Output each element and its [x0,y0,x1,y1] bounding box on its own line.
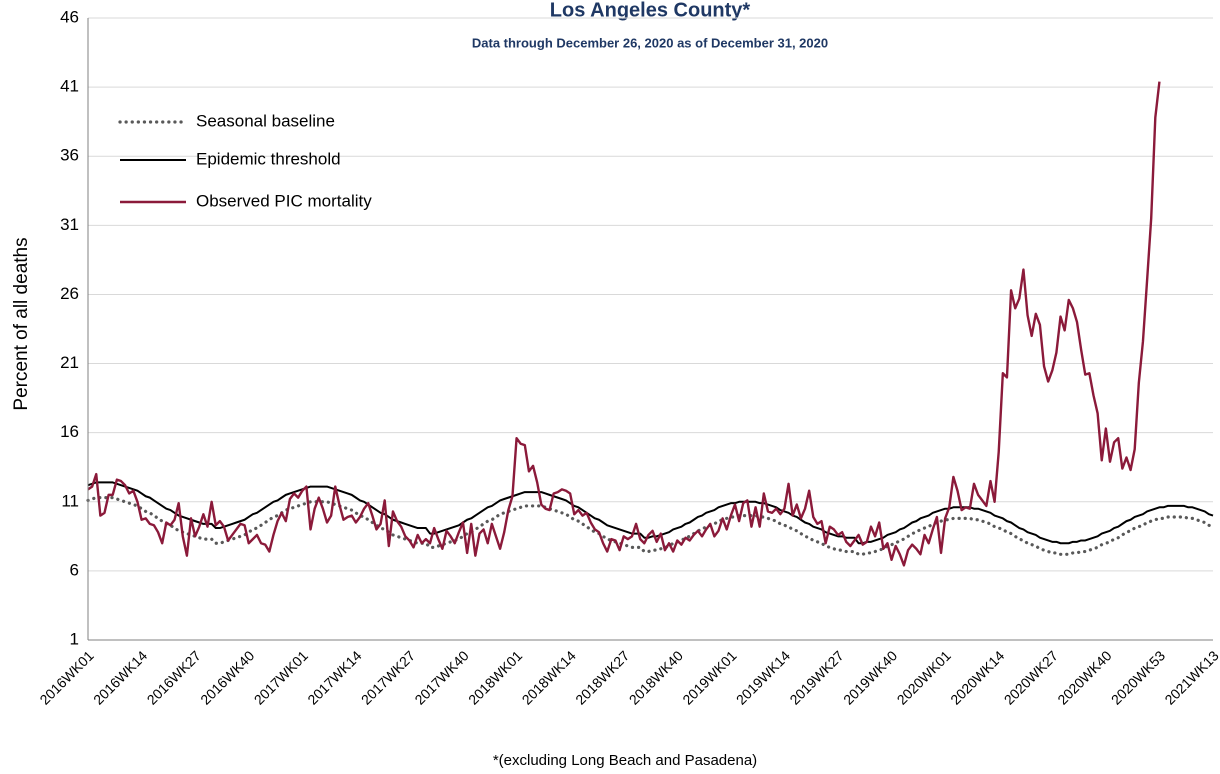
x-tick-label: 2018WK01 [465,647,525,707]
x-tick-label: 2018WK14 [519,647,579,707]
plot-lines [86,81,1215,567]
x-tick-label: 2017WK01 [251,647,311,707]
x-tick-label: 2019WK40 [840,647,900,707]
series-line [86,496,1215,556]
x-tick-label: 2019WK14 [733,647,793,707]
x-tick-label: 2019WK01 [679,647,739,707]
x-tick-label: 2017WK27 [358,647,418,707]
x-tick-label: 2016WK01 [36,647,96,707]
chart-subtitle: Data through December 26, 2020 as of Dec… [472,35,828,50]
legend-label: Observed PIC mortality [196,191,372,210]
x-tick-label: 2016WK14 [90,647,150,707]
x-tick-label: 2016WK27 [144,647,204,707]
x-tick-label: 2018WK27 [572,647,632,707]
y-tick-label: 21 [60,353,79,372]
series-line [87,481,1214,545]
y-axis-title: Percent of all deaths [11,237,32,410]
series-line [87,81,1161,567]
legend-label: Epidemic threshold [196,149,341,168]
x-tick-label: 2020WK01 [894,647,954,707]
y-tick-label: 26 [60,284,79,303]
x-tick-label: 2017WK14 [304,647,364,707]
y-tick-label: 6 [70,560,79,579]
y-tick-label: 16 [60,422,79,441]
x-tick-label: 2020WK14 [947,647,1007,707]
y-tick-label: 46 [60,7,79,26]
y-tick-label: 41 [60,77,79,96]
y-tick-label: 36 [60,146,79,165]
footnote: *(excluding Long Beach and Pasadena) [493,752,757,769]
x-tick-label: 2016WK40 [197,647,257,707]
legend-label: Seasonal baseline [196,111,335,130]
x-tick-label: 2017WK40 [411,647,471,707]
x-tick-label: 2020WK40 [1054,647,1114,707]
y-tick-label: 31 [60,215,79,234]
x-tick-label: 2019WK27 [786,647,846,707]
x-tick-label: 2018WK40 [626,647,686,707]
y-tick-label: 1 [70,629,79,648]
legend: Seasonal baseline Epidemic threshold Obser… [118,111,372,210]
x-tick-label: 2021WK13 [1161,647,1220,707]
y-tick-label: 11 [61,491,79,510]
x-tick-label: 2020WK53 [1108,647,1168,707]
x-tick-label: 2020WK27 [1001,647,1061,707]
chart-title: Los Angeles County* [550,0,751,21]
